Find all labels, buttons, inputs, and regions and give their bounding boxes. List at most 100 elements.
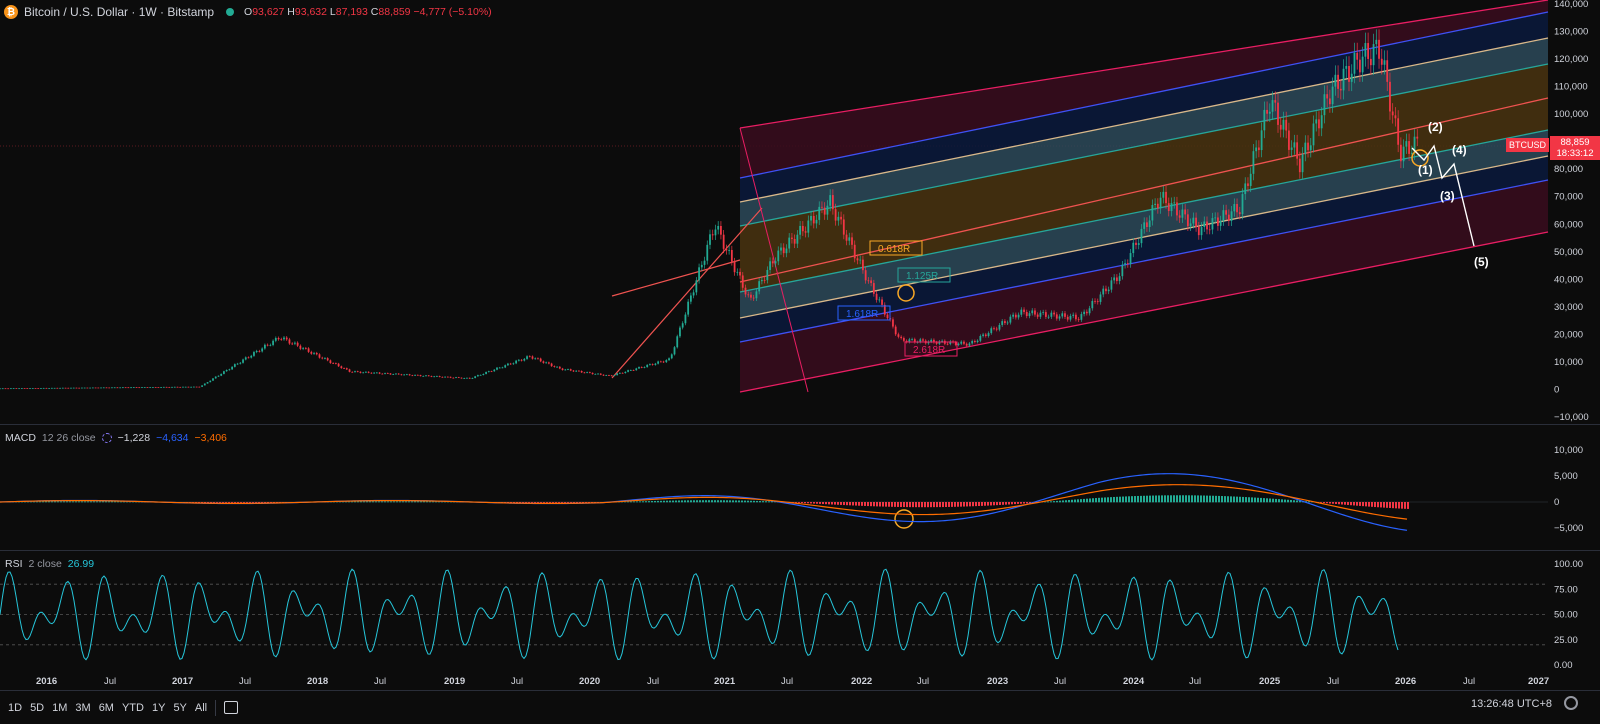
highlight-circle xyxy=(897,284,915,302)
macd-bar xyxy=(561,502,563,503)
candle-body xyxy=(591,372,594,375)
fib-line xyxy=(739,11,1549,179)
candle-body xyxy=(812,215,815,224)
candle-body xyxy=(1170,203,1173,212)
candle-body xyxy=(195,386,198,388)
pane-divider[interactable] xyxy=(0,424,1600,425)
macd-bar xyxy=(759,501,761,503)
candle-body xyxy=(444,376,447,378)
macd-bar xyxy=(39,501,41,503)
candle-body xyxy=(550,363,553,367)
candle-body xyxy=(946,343,949,345)
indicator-settings-icon[interactable] xyxy=(101,433,112,443)
candle-body xyxy=(919,339,922,342)
range-6m[interactable]: 6M xyxy=(98,701,114,714)
macd-axis-label: 0 xyxy=(1554,497,1559,508)
candle-body xyxy=(922,339,924,341)
macd-bar xyxy=(1359,502,1361,506)
time-axis-label: 2026 xyxy=(1395,676,1416,687)
candle-body xyxy=(801,225,804,232)
rsi-legend[interactable]: RSI 2 close 26.99 xyxy=(5,558,94,570)
candle-body xyxy=(1399,144,1402,162)
open-value: 93,627 xyxy=(252,6,285,18)
candle-body xyxy=(842,219,845,235)
range-5d[interactable]: 5D xyxy=(30,701,45,714)
macd-bar xyxy=(771,501,773,503)
candle-body xyxy=(610,375,613,377)
timezone-clock[interactable]: 13:26:48 UTC+8 xyxy=(1470,698,1552,710)
macd-bar xyxy=(126,501,128,503)
range-1d[interactable]: 1D xyxy=(8,701,23,714)
symbol-title[interactable]: Bitcoin / U.S. Dollar · 1W · Bitstamp xyxy=(24,5,215,19)
range-5y[interactable]: 5Y xyxy=(173,701,187,714)
candle-body xyxy=(515,360,518,364)
macd-bar xyxy=(816,502,818,504)
chart-canvas[interactable]: 140,000130,000120,000110,000100,00090,00… xyxy=(0,0,1600,690)
range-1m[interactable]: 1M xyxy=(52,701,68,714)
candle-body xyxy=(698,267,700,281)
candle-body xyxy=(714,229,717,236)
time-axis-label: Jul xyxy=(511,676,523,687)
candle-body xyxy=(1331,86,1334,105)
macd-bar xyxy=(744,500,746,503)
close-value: 88,859 xyxy=(378,6,411,18)
candle-body xyxy=(651,364,654,365)
macd-bar xyxy=(1017,502,1019,504)
candle-body xyxy=(575,370,578,372)
macd-bar xyxy=(42,501,44,503)
rsi-axis-label: 75.00 xyxy=(1554,584,1578,595)
candle-body xyxy=(1042,312,1045,313)
wave-label: (1) xyxy=(1418,163,1433,177)
macd-bar xyxy=(1152,495,1154,503)
chart-settings-gear-icon[interactable] xyxy=(1564,696,1578,710)
candle-body xyxy=(482,373,485,375)
candle-body xyxy=(1277,102,1279,125)
range-ytd[interactable]: YTD xyxy=(121,701,144,714)
macd-bar xyxy=(33,501,35,503)
macd-bar xyxy=(813,502,815,504)
macd-bar xyxy=(1218,495,1220,503)
fib-channel-band xyxy=(740,180,1548,392)
macd-bar xyxy=(399,501,401,503)
candle-body xyxy=(250,355,253,358)
macd-bar xyxy=(1263,498,1265,503)
range-all[interactable]: All xyxy=(194,701,208,714)
candle-body xyxy=(1036,314,1039,317)
candle-body xyxy=(146,387,149,388)
macd-bar xyxy=(66,501,68,503)
candle-body xyxy=(165,386,168,388)
macd-bar xyxy=(1155,495,1157,503)
macd-bar xyxy=(870,502,872,507)
candle-body xyxy=(831,195,834,210)
candle-body xyxy=(747,294,750,296)
range-3m[interactable]: 3M xyxy=(75,701,91,714)
macd-bar xyxy=(555,502,557,503)
macd-bar xyxy=(117,501,119,503)
candle-body xyxy=(471,378,474,379)
macd-bar xyxy=(411,501,413,503)
macd-bar xyxy=(831,502,833,505)
candle-body xyxy=(324,358,326,359)
fib-line-center xyxy=(739,97,1549,283)
macd-bar xyxy=(513,502,515,503)
candle-body xyxy=(498,367,501,369)
candle-body xyxy=(523,358,526,361)
macd-bar xyxy=(1068,499,1070,503)
range-1y[interactable]: 1Y xyxy=(151,701,166,714)
macd-bar xyxy=(207,502,209,503)
macd-legend[interactable]: MACD 12 26 close −1,228 −4,634 −3,406 xyxy=(5,432,227,444)
candle-body xyxy=(0,388,1,390)
macd-bar xyxy=(1191,495,1193,503)
macd-bar xyxy=(1116,496,1118,503)
macd-bar xyxy=(588,502,590,503)
candle-body xyxy=(755,291,758,299)
fib-channel-band xyxy=(740,64,1548,282)
time-axis-label: 2018 xyxy=(307,676,328,687)
goto-date-calendar-icon[interactable] xyxy=(224,701,239,714)
candle-body xyxy=(1405,141,1408,147)
pane-divider[interactable] xyxy=(0,550,1600,551)
macd-bar xyxy=(369,501,371,503)
candle-body xyxy=(214,376,217,379)
macd-bar xyxy=(1185,495,1187,503)
candle-body xyxy=(1132,242,1135,254)
